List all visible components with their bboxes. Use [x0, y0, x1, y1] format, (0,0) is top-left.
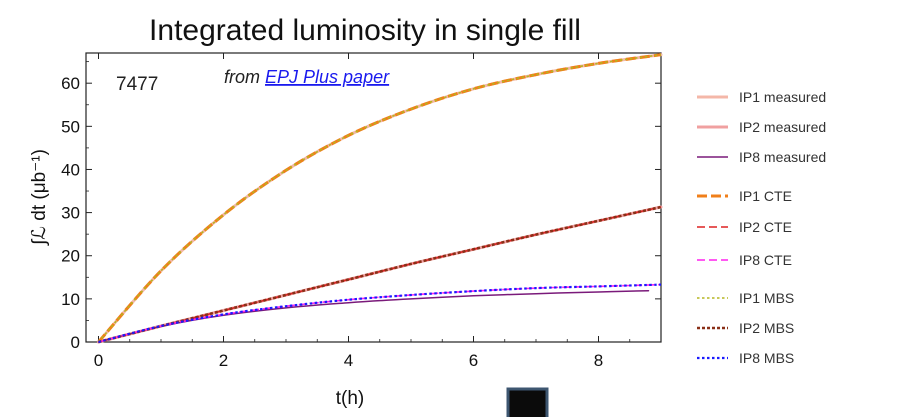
legend-label-ip8-cte: IP8 CTE: [739, 252, 792, 268]
x-tick-label: 0: [94, 351, 103, 370]
chart-title: Integrated luminosity in single fill: [149, 14, 581, 47]
y-tick-label: 20: [61, 247, 80, 266]
legend-label-ip2-measured: IP2 measured: [739, 119, 826, 135]
x-tick-label: 2: [219, 351, 228, 370]
y-axis-label: ∫ℒ dt (μb⁻¹): [29, 149, 50, 246]
y-tick-label: 50: [61, 117, 80, 136]
x-tick-label: 4: [344, 351, 353, 370]
legend-label-ip1-measured: IP1 measured: [739, 89, 826, 105]
y-tick-label: 0: [71, 333, 80, 352]
legend-label-ip2-cte: IP2 CTE: [739, 219, 792, 235]
series-line-ip2-mbs: [98, 205, 662, 344]
y-axis-ticks: 0 10 20 30 40 50 60: [61, 61, 661, 352]
x-tick-label: 6: [469, 351, 478, 370]
series-layer: [97, 53, 663, 344]
source-note: from EPJ Plus paper: [224, 67, 390, 87]
overlay-box: [506, 387, 549, 417]
y-tick-label: 10: [61, 290, 80, 309]
y-tick-label: 60: [61, 74, 80, 93]
legend-label-ip1-cte: IP1 CTE: [739, 188, 792, 204]
legend: IP1 measured IP2 measured IP8 measured IP1 …: [697, 89, 826, 366]
source-note-prefix: from: [224, 67, 265, 87]
x-axis-label: t(h): [336, 388, 365, 409]
legend-label-ip8-measured: IP8 measured: [739, 149, 826, 165]
source-link[interactable]: EPJ Plus paper: [265, 67, 390, 87]
series-line-ip1-mbs: [97, 53, 662, 343]
x-axis-ticks: 0 2 4 6 8: [94, 53, 631, 370]
fill-number-label: 7477: [116, 74, 158, 95]
plot-frame: [85, 52, 662, 343]
x-tick-label: 8: [594, 351, 603, 370]
series-line-ip8-mbs: [98, 283, 662, 344]
y-tick-label: 30: [61, 204, 80, 223]
y-tick-label: 40: [61, 160, 80, 179]
plot-area: 0 10 20 30 40 50 60 0 2 4 6 8 7477 from EPJ Plus p…: [61, 52, 663, 370]
legend-label-ip8-mbs: IP8 MBS: [739, 350, 794, 366]
legend-label-ip1-mbs: IP1 MBS: [739, 290, 794, 306]
legend-label-ip2-mbs: IP2 MBS: [739, 320, 794, 336]
